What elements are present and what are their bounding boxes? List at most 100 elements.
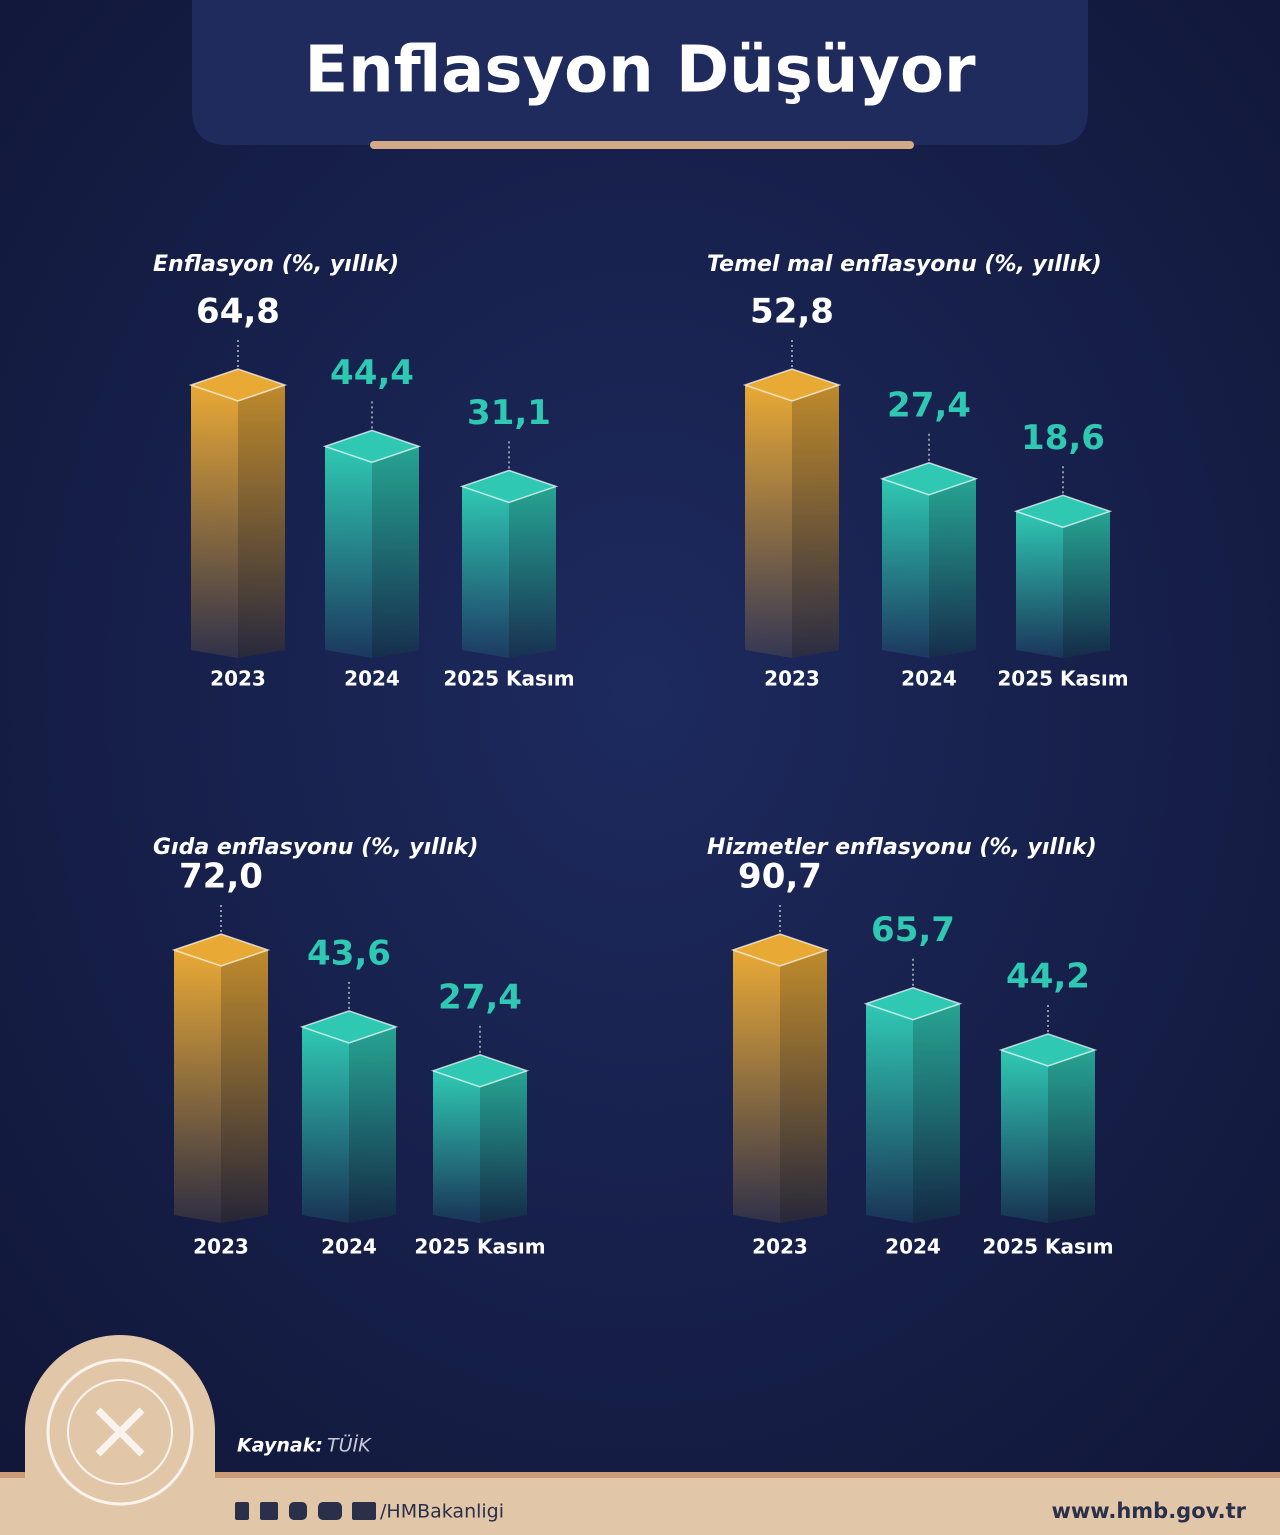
- chart-title: Temel mal enflasyonu (%, yıllık): [707, 252, 1102, 277]
- value-label: 18,6: [1021, 418, 1105, 458]
- bar-top: [322, 429, 422, 464]
- value-label: 64,8: [196, 292, 280, 332]
- bar-left-face: [433, 1070, 480, 1223]
- category-label: 2025 Kasım: [414, 1235, 545, 1259]
- bar-right-face: [792, 385, 839, 658]
- bar-right-shade: [349, 1026, 396, 1223]
- bar-left-face: [745, 385, 792, 658]
- bar-right-shade: [780, 950, 827, 1223]
- social-icons: [235, 1502, 376, 1520]
- bar: [299, 1010, 399, 1223]
- emblem-keys: [95, 1407, 145, 1457]
- bar: [171, 933, 271, 1223]
- bar: [998, 1033, 1098, 1223]
- value-label: 72,0: [179, 857, 263, 897]
- bar-right-shade: [913, 1003, 960, 1223]
- category-label: 2023: [752, 1235, 808, 1259]
- bar-right-shade: [509, 486, 556, 658]
- bar: [730, 933, 830, 1223]
- bar-right-face: [913, 1003, 960, 1223]
- bar-right-shade: [238, 385, 285, 658]
- bar-right-face: [929, 478, 976, 658]
- chart-title: Enflasyon (%, yıllık): [153, 252, 399, 277]
- value-label: 43,6: [307, 933, 391, 973]
- bar: [459, 469, 559, 658]
- icon: [289, 1502, 307, 1520]
- bar-right-face: [1048, 1049, 1095, 1223]
- value-label: 52,8: [750, 292, 834, 332]
- bar-top: [742, 368, 842, 402]
- header-underline: [370, 141, 914, 149]
- category-label: 2025 Kasım: [443, 667, 574, 691]
- bar: [1013, 494, 1113, 658]
- bar-right-face: [509, 486, 556, 658]
- bar: [188, 368, 288, 658]
- chart-title: Hizmetler enflasyonu (%, yıllık): [707, 835, 1097, 860]
- icon: [352, 1502, 376, 1520]
- bar-right-face: [372, 446, 419, 658]
- source-label: Kaynak:: [237, 1435, 323, 1457]
- page-title: Enflasyon Düşüyor: [304, 34, 976, 108]
- value-label: 65,7: [871, 910, 955, 950]
- value-label: 90,7: [738, 857, 822, 897]
- icon: [318, 1502, 342, 1520]
- bar-left-face: [733, 950, 780, 1223]
- category-label: 2024: [344, 667, 400, 691]
- bar: [430, 1053, 530, 1223]
- bar-top: [863, 986, 963, 1021]
- bar: [863, 986, 963, 1223]
- category-label: 2023: [764, 667, 820, 691]
- bar-right-shade: [480, 1070, 527, 1223]
- bar-left-face: [191, 385, 238, 658]
- category-label: 2024: [901, 667, 957, 691]
- bar-left-face: [866, 1003, 913, 1223]
- bar-right-face: [1063, 511, 1110, 658]
- social-handle: /HMBakanligi: [380, 1501, 504, 1523]
- bar-left-face: [302, 1026, 349, 1223]
- bar-top: [730, 933, 830, 967]
- bar-top: [459, 469, 559, 504]
- category-label: 2023: [193, 1235, 249, 1259]
- category-label: 2025 Kasım: [997, 667, 1128, 691]
- value-label: 31,1: [467, 393, 551, 433]
- website: www.hmb.gov.tr: [1052, 1499, 1247, 1523]
- bar-left-face: [325, 446, 372, 658]
- bar-top: [299, 1010, 399, 1044]
- bar: [322, 429, 422, 658]
- bar: [879, 462, 979, 658]
- value-label: 44,4: [330, 353, 414, 393]
- bar-right-shade: [929, 478, 976, 658]
- bar-right-shade: [1063, 511, 1110, 658]
- bar-right-shade: [792, 385, 839, 658]
- bar: [742, 368, 842, 658]
- bar-right-face: [349, 1026, 396, 1223]
- bar-top: [879, 462, 979, 496]
- icon: [260, 1502, 278, 1520]
- bar-left-face: [174, 950, 221, 1223]
- emblem-inner: [67, 1379, 173, 1485]
- bar-top: [188, 368, 288, 402]
- bar-right-face: [221, 950, 268, 1223]
- category-label: 2024: [885, 1235, 941, 1259]
- bar-right-face: [780, 950, 827, 1223]
- category-label: 2023: [210, 667, 266, 691]
- bar-top: [171, 933, 271, 967]
- header-box: [192, 0, 1088, 145]
- value-label: 44,2: [1006, 956, 1090, 996]
- footer-line: [0, 1472, 1280, 1478]
- bar-top: [430, 1053, 530, 1088]
- bar-right-face: [480, 1070, 527, 1223]
- bar-left-face: [462, 486, 509, 658]
- emblem: [46, 1358, 194, 1506]
- bar-top: [1013, 494, 1113, 529]
- value-label: 27,4: [887, 385, 971, 425]
- bar-left-face: [1016, 511, 1063, 658]
- bar-right-shade: [372, 446, 419, 658]
- bar-top: [998, 1033, 1098, 1067]
- bar-right-shade: [221, 950, 268, 1223]
- value-label: 27,4: [438, 977, 522, 1017]
- bar-left-face: [1001, 1049, 1048, 1223]
- icon: [235, 1502, 249, 1520]
